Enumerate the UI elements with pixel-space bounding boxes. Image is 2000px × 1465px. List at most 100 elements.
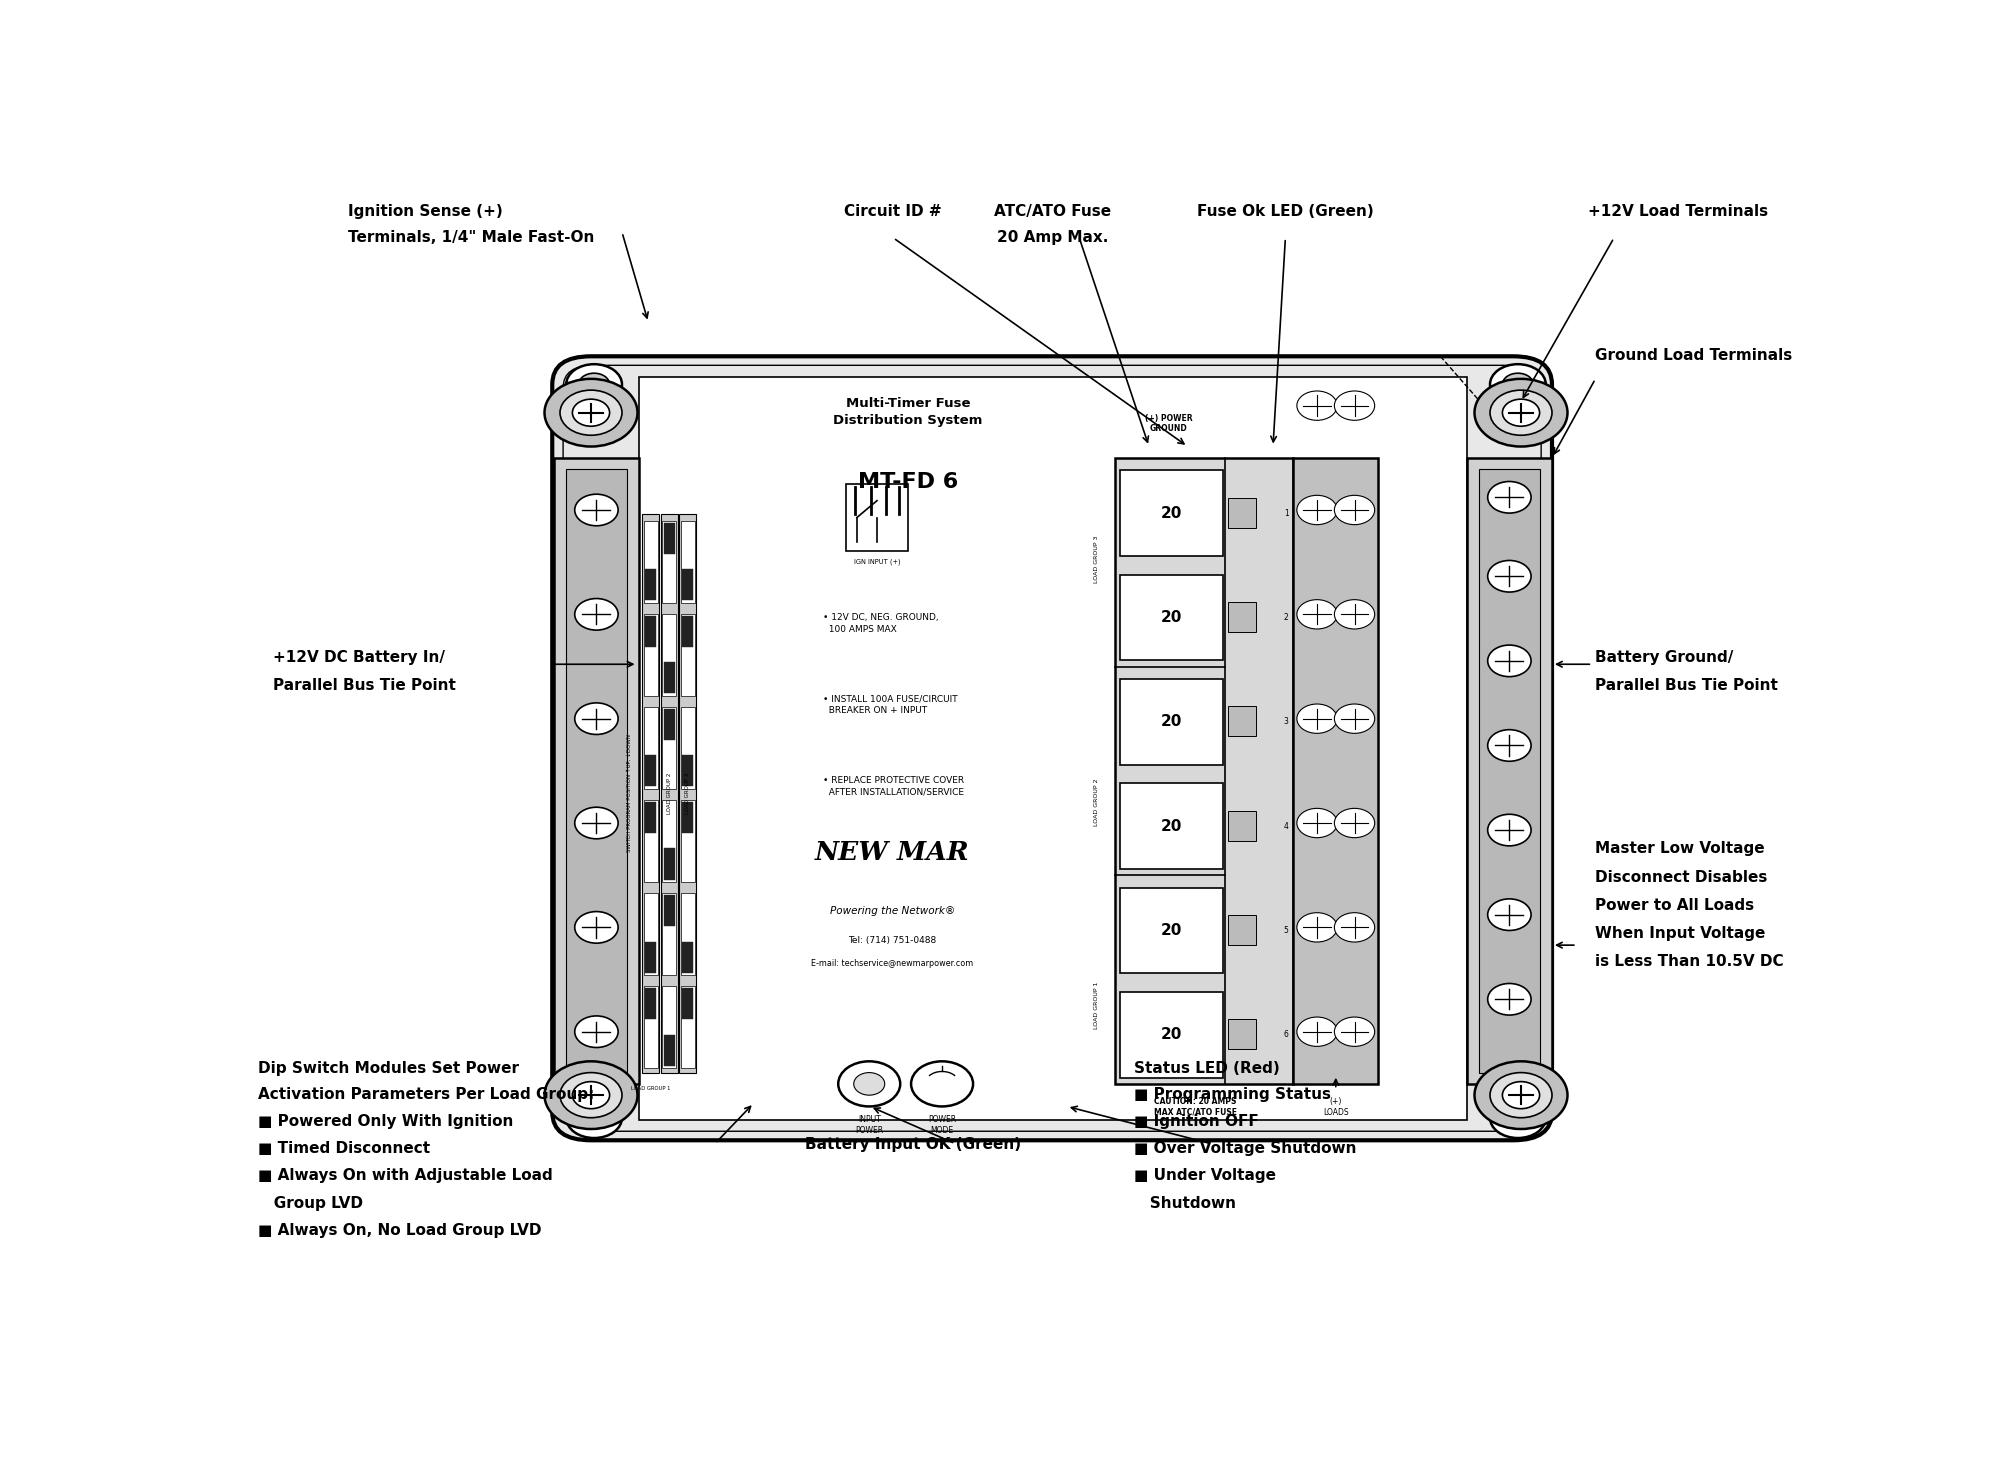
Circle shape (1502, 398, 1540, 426)
Bar (680, 514, 696, 1072)
Text: Shutdown: Shutdown (1134, 1195, 1236, 1210)
Circle shape (574, 703, 618, 734)
Circle shape (1502, 1081, 1540, 1109)
Text: 20: 20 (1160, 505, 1182, 520)
Bar (662, 706, 676, 788)
Circle shape (560, 1072, 622, 1118)
Text: (+)
LOADS: (+) LOADS (1322, 1097, 1348, 1116)
Text: 20: 20 (1160, 609, 1182, 626)
Text: ■ Programming Status: ■ Programming Status (1134, 1087, 1330, 1102)
Bar (646, 617, 656, 648)
Circle shape (1502, 1106, 1534, 1130)
Circle shape (1490, 390, 1552, 435)
Text: IGN INPUT (+): IGN INPUT (+) (854, 558, 900, 564)
Bar (682, 942, 694, 973)
Text: Status LED (Red): Status LED (Red) (1134, 1061, 1280, 1077)
Text: 3: 3 (1284, 718, 1288, 727)
Circle shape (1296, 913, 1338, 942)
Text: ■ Timed Disconnect: ■ Timed Disconnect (258, 1141, 430, 1156)
Bar (1120, 888, 1222, 973)
Circle shape (912, 1061, 974, 1106)
Text: Battery Ground/: Battery Ground/ (1596, 649, 1734, 665)
Text: 5: 5 (1284, 926, 1288, 935)
Bar (682, 803, 694, 834)
Text: +12V DC Battery In/: +12V DC Battery In/ (274, 649, 446, 665)
Bar (646, 570, 656, 601)
Bar (682, 756, 694, 787)
Circle shape (1490, 365, 1546, 404)
Bar (680, 986, 694, 1068)
Circle shape (574, 599, 618, 630)
Text: When Input Voltage: When Input Voltage (1596, 926, 1766, 941)
Text: NEW MAR: NEW MAR (816, 841, 970, 866)
Circle shape (1490, 1072, 1552, 1118)
Circle shape (574, 1015, 618, 1047)
Circle shape (578, 1106, 610, 1130)
Circle shape (1334, 705, 1374, 734)
Circle shape (544, 379, 638, 447)
Circle shape (574, 911, 618, 943)
Circle shape (838, 1061, 900, 1106)
Bar (664, 848, 674, 879)
Circle shape (1488, 983, 1532, 1015)
Text: Fuse Ok LED (Green): Fuse Ok LED (Green) (1198, 204, 1374, 218)
Circle shape (1334, 391, 1374, 420)
Text: E-mail: techservice@newmarpower.com: E-mail: techservice@newmarpower.com (812, 958, 974, 968)
Text: Disconnect Disables: Disconnect Disables (1596, 870, 1768, 885)
Bar (664, 895, 674, 926)
Bar (640, 377, 1466, 1119)
Text: Circuit ID #: Circuit ID # (844, 204, 942, 218)
Circle shape (1334, 495, 1374, 524)
Circle shape (574, 494, 618, 526)
Text: Dip Switch Modules Set Power: Dip Switch Modules Set Power (258, 1061, 518, 1077)
Circle shape (1296, 599, 1338, 628)
Bar (1228, 1020, 1256, 1049)
Text: Terminals, 1/4" Male Fast-On: Terminals, 1/4" Male Fast-On (348, 230, 594, 245)
Text: LOAD GROUP 1: LOAD GROUP 1 (630, 1086, 670, 1091)
Bar (1228, 498, 1256, 527)
Circle shape (1296, 705, 1338, 734)
Bar (662, 800, 676, 882)
Text: Powering the Network®: Powering the Network® (830, 905, 956, 916)
Circle shape (1296, 1017, 1338, 1046)
Text: Group LVD: Group LVD (258, 1195, 362, 1210)
FancyBboxPatch shape (552, 356, 1552, 1140)
Bar (680, 614, 694, 696)
Bar (660, 514, 678, 1072)
Text: Multi-Timer Fuse
Distribution System: Multi-Timer Fuse Distribution System (834, 397, 982, 426)
Bar (662, 986, 676, 1068)
Bar (662, 894, 676, 974)
Bar (680, 894, 694, 974)
Text: Power to All Loads: Power to All Loads (1596, 898, 1754, 913)
Circle shape (572, 1081, 610, 1109)
Bar (680, 520, 694, 602)
Text: +12V Load Terminals: +12V Load Terminals (1588, 204, 1768, 218)
Circle shape (1334, 913, 1374, 942)
Bar (1120, 992, 1222, 1078)
Bar (554, 457, 640, 1084)
Bar (1228, 810, 1256, 841)
Circle shape (1296, 495, 1338, 524)
Text: ■ Ignition OFF: ■ Ignition OFF (1134, 1115, 1258, 1130)
Bar (662, 520, 676, 602)
Text: Battery Input OK (Green): Battery Input OK (Green) (804, 1137, 1022, 1151)
Bar (644, 520, 658, 602)
Text: Activation Parameters Per Load Group:: Activation Parameters Per Load Group: (258, 1087, 594, 1102)
Text: • INSTALL 100A FUSE/CIRCUIT
  BREAKER ON + INPUT: • INSTALL 100A FUSE/CIRCUIT BREAKER ON +… (822, 694, 958, 715)
Text: Parallel Bus Tie Point: Parallel Bus Tie Point (274, 678, 456, 693)
Bar (644, 614, 658, 696)
Bar (1480, 469, 1540, 1072)
Circle shape (1488, 900, 1532, 930)
Bar (664, 709, 674, 740)
Bar (644, 706, 658, 788)
Bar (644, 800, 658, 882)
Bar (1294, 457, 1378, 1084)
Text: 20: 20 (1160, 819, 1182, 834)
Bar (682, 617, 694, 648)
Circle shape (854, 1072, 884, 1096)
Circle shape (1488, 730, 1532, 762)
Circle shape (1334, 599, 1374, 628)
Bar (680, 706, 694, 788)
Bar (1228, 916, 1256, 945)
Text: 4: 4 (1284, 822, 1288, 831)
